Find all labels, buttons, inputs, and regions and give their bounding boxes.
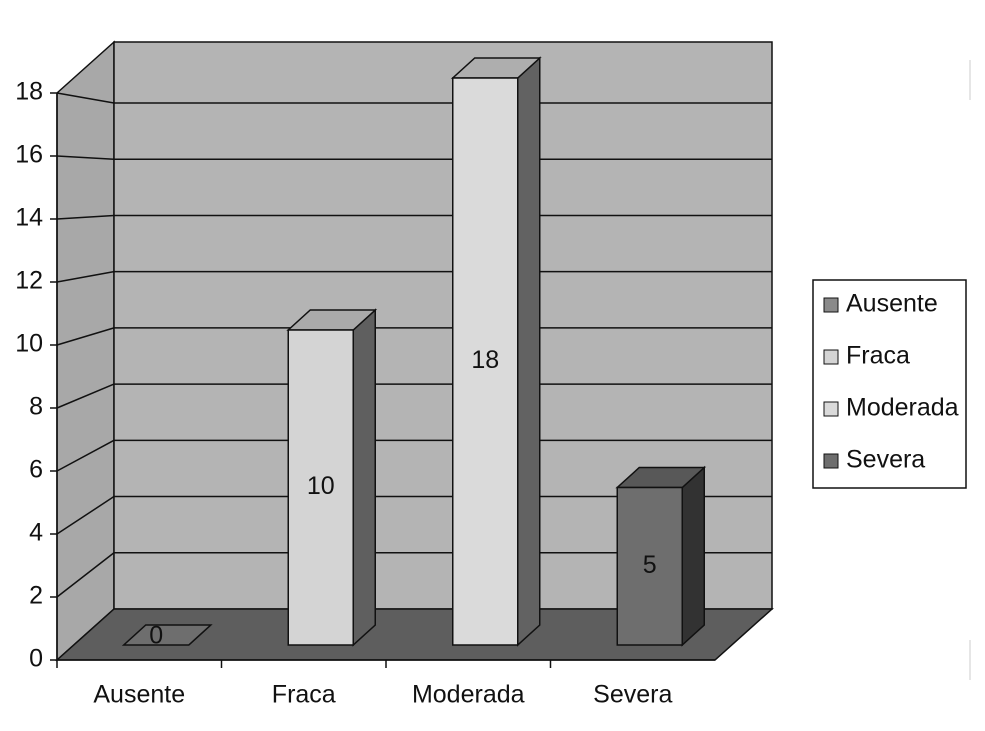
bar-side — [681, 465, 705, 647]
x-tick-label: Ausente — [93, 681, 185, 709]
legend-label: Severa — [846, 446, 925, 474]
legend-swatch — [823, 349, 839, 365]
bar-side — [352, 308, 376, 647]
y-tick-label: 12 — [15, 267, 43, 295]
bar-top — [121, 624, 213, 646]
y-tick-label: 6 — [29, 456, 43, 484]
legend-label: Moderada — [846, 394, 959, 422]
legend-swatch — [823, 453, 839, 469]
grid-line — [56, 92, 115, 104]
x-tick-label: Severa — [593, 681, 672, 709]
grid-line — [56, 552, 115, 598]
y-tick-label: 0 — [29, 645, 43, 673]
bar — [287, 329, 354, 646]
y-tick-label: 18 — [15, 78, 43, 106]
bar-side — [517, 56, 541, 647]
grid-line — [56, 439, 115, 472]
grid-line — [56, 383, 115, 409]
bar — [452, 77, 519, 646]
value-label: 18 — [471, 346, 499, 374]
y-tick-label: 4 — [29, 519, 43, 547]
value-label: 5 — [643, 551, 657, 579]
value-label: 0 — [149, 622, 163, 650]
grid-line — [56, 155, 115, 160]
value-label: 10 — [307, 472, 335, 500]
legend-label: Fraca — [846, 342, 910, 370]
grid-line — [56, 270, 115, 283]
legend-swatch — [823, 401, 839, 417]
grid-line — [56, 214, 115, 220]
y-tick-label: 8 — [29, 393, 43, 421]
y-tick-label: 2 — [29, 582, 43, 610]
y-tick-label: 10 — [15, 330, 43, 358]
grid-line — [56, 327, 115, 346]
bar — [616, 486, 683, 646]
grid-line — [56, 495, 115, 535]
left-wall — [56, 40, 115, 662]
x-tick-label: Moderada — [412, 681, 525, 709]
legend-swatch — [823, 297, 839, 313]
legend-label: Ausente — [846, 290, 938, 318]
legend-box — [812, 279, 967, 489]
x-tick-label: Fraca — [272, 681, 336, 709]
y-tick-label: 16 — [15, 141, 43, 169]
y-tick-label: 14 — [15, 204, 43, 232]
